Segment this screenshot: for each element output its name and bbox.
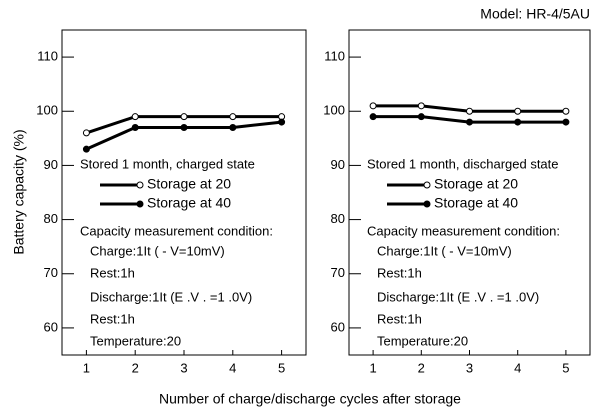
data-point [82, 145, 90, 153]
data-point [514, 118, 522, 126]
data-point [278, 118, 286, 126]
annotation: Stored 1 month, charged state [80, 156, 255, 171]
x-axis-label: Number of charge/discharge cycles after … [159, 391, 461, 407]
legend-label: Storage at 40 [147, 195, 231, 211]
legend-label: Storage at 20 [147, 176, 231, 192]
x-tick-label: 3 [180, 360, 187, 375]
data-point [466, 107, 473, 115]
legend-marker [423, 200, 431, 208]
data-point [369, 102, 377, 110]
data-point [417, 102, 425, 110]
y-tick-label: 100 [323, 103, 345, 118]
annotation: Temperature:20 [90, 333, 181, 348]
legend-marker [136, 200, 144, 208]
annotation: Charge:1It ( - V=10mV) [377, 243, 512, 258]
plot-frame [61, 29, 307, 356]
data-point [562, 118, 570, 126]
data-point [229, 124, 237, 131]
annotation: Capacity measurement condition: [80, 223, 273, 238]
data-point [82, 129, 90, 137]
data-point [131, 113, 139, 121]
y-tick-label: 60 [44, 319, 58, 334]
y-tick-label: 90 [331, 157, 345, 172]
y-tick-label: 100 [36, 103, 58, 118]
annotation: Rest:1h [90, 265, 135, 280]
x-tick-label: 5 [562, 360, 569, 375]
annotation: Charge:1It ( - V=10mV) [90, 243, 225, 258]
annotation: Discharge:1It (E .V . =1 .0V) [377, 289, 539, 304]
model-label: Model: HR-4/5AU [480, 6, 590, 22]
data-point [180, 113, 188, 121]
x-tick-label: 4 [229, 360, 236, 375]
x-tick-label: 3 [466, 360, 473, 375]
plot-frame [348, 29, 591, 356]
data-point [131, 124, 139, 131]
data-point [417, 113, 425, 121]
x-tick-label: 2 [132, 360, 139, 375]
annotation: Rest:1h [377, 311, 422, 326]
data-point [369, 113, 377, 121]
data-point [514, 107, 522, 115]
legend-marker [423, 181, 431, 189]
y-tick-label: 90 [44, 157, 58, 172]
data-point [229, 113, 237, 121]
y-tick-label: 110 [324, 49, 345, 64]
y-axis-label: Battery capacity (%) [11, 129, 27, 254]
y-tick-label: 70 [331, 265, 345, 280]
legend-marker [136, 181, 144, 189]
data-point [180, 124, 188, 131]
y-tick-label: 60 [331, 319, 345, 334]
annotation: Rest:1h [377, 265, 422, 280]
x-tick-label: 5 [278, 360, 285, 375]
annotation: Capacity measurement condition: [367, 223, 560, 238]
annotation: Discharge:1It (E .V . =1 .0V) [90, 289, 252, 304]
x-tick-label: 4 [514, 360, 521, 375]
annotation: Rest:1h [90, 311, 135, 326]
y-tick-label: 80 [331, 211, 345, 226]
legend-label: Storage at 40 [434, 195, 518, 211]
x-tick-label: 2 [418, 360, 425, 375]
annotation: Stored 1 month, discharged state [367, 156, 559, 171]
x-tick-label: 1 [83, 360, 90, 375]
x-tick-label: 1 [369, 360, 376, 375]
y-tick-label: 70 [44, 265, 58, 280]
data-point [466, 118, 473, 126]
legend-label: Storage at 20 [434, 176, 518, 192]
y-tick-label: 110 [37, 49, 58, 64]
data-point [562, 107, 570, 115]
annotation: Temperature:20 [377, 333, 468, 348]
y-tick-label: 80 [44, 211, 58, 226]
